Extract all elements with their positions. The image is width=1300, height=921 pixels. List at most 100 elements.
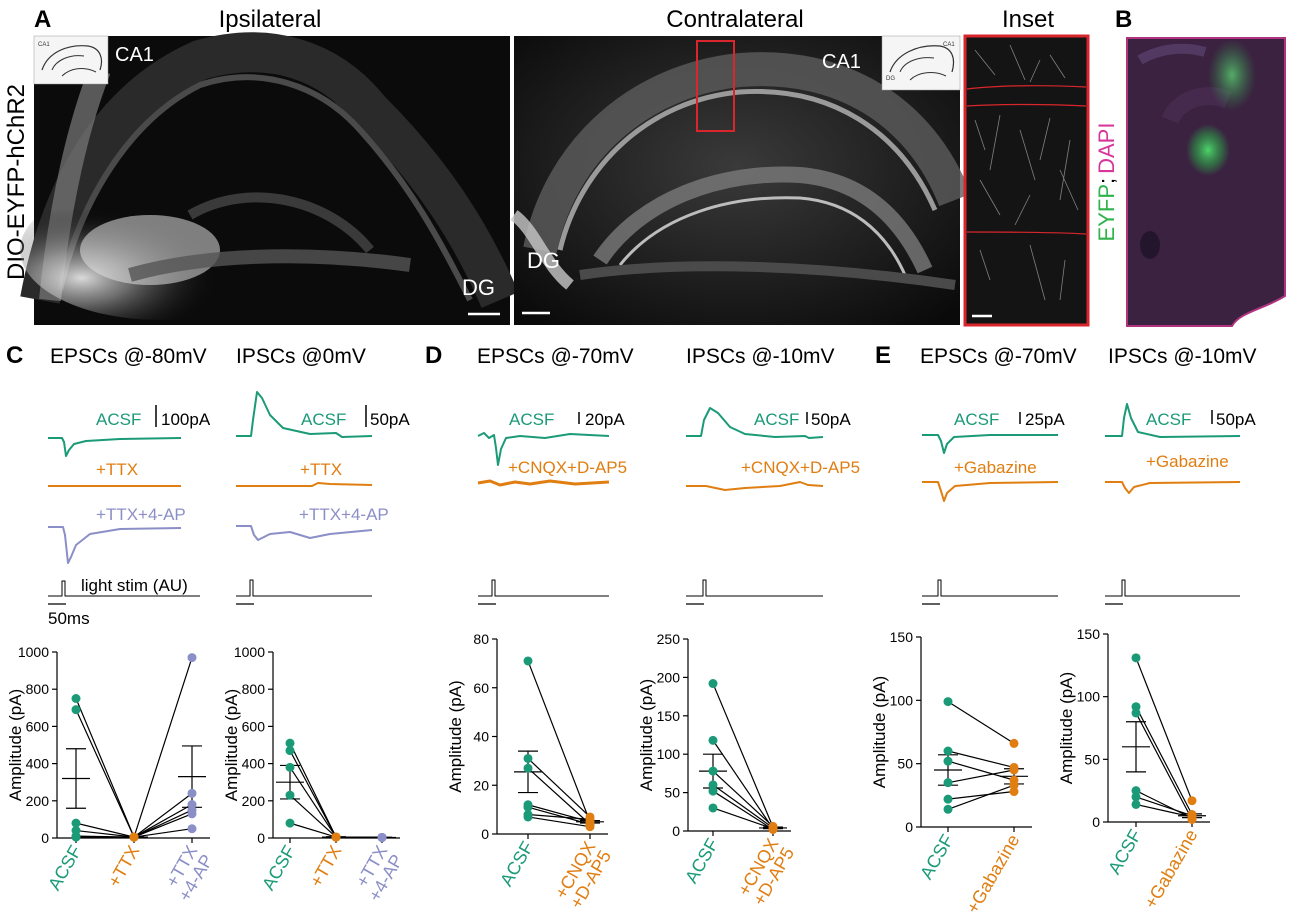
panel-c-heading-ipsc: IPSCs @0mV — [236, 345, 366, 368]
y-tick-label: 200 — [242, 793, 266, 809]
data-point — [585, 814, 595, 824]
pair-line — [1135, 803, 1193, 818]
time-scale-label: 50ms — [48, 609, 90, 628]
y-tick-label: 40 — [473, 729, 489, 745]
traces-e-ipsc — [1105, 403, 1241, 605]
y-tick-label: 1000 — [234, 644, 265, 660]
data-point — [1009, 787, 1019, 797]
data-point — [1187, 812, 1197, 822]
x-category-label: ACSF — [681, 835, 722, 887]
data-point — [187, 805, 197, 815]
d-ipsc-acsf-label: ACSF — [754, 410, 799, 429]
y-tick-label: 50 — [897, 756, 913, 772]
y-tick-label: 0 — [905, 819, 913, 835]
data-point — [943, 697, 953, 707]
e-ipsc-drug-label: +Gabazine — [1146, 452, 1229, 471]
panel-d-letter: D — [425, 342, 442, 369]
d-ipsc-drug-label: +CNQX+D-AP5 — [741, 458, 860, 477]
y-tick-label: 0 — [1092, 814, 1100, 830]
y-tick-label: 600 — [242, 718, 266, 734]
ipsi-ca1-label: CA1 — [115, 44, 154, 66]
pair-line — [527, 813, 591, 820]
pair-line — [527, 816, 591, 828]
data-point — [1131, 786, 1141, 796]
x-category-label-line: ACSF — [44, 842, 85, 894]
traces-d-epsc — [477, 412, 610, 605]
data-point — [1131, 702, 1141, 712]
d-ipsc-scale-label: 50pA — [811, 410, 851, 429]
traces-e-epsc — [922, 412, 1059, 605]
panel-c-heading-epsc: EPSCs @-80mV — [50, 345, 207, 368]
data-point — [71, 818, 81, 828]
pair-line — [947, 701, 1015, 744]
pair-line — [712, 807, 774, 830]
data-point — [1131, 792, 1141, 802]
panel-a-letter: A — [34, 6, 51, 33]
panel-c-letter: C — [6, 342, 23, 369]
y-tick-label: 1000 — [18, 644, 49, 660]
data-point — [71, 832, 81, 842]
d-epsc-acsf-label: ACSF — [509, 410, 554, 429]
dapi-label: DAPI — [1094, 123, 1119, 174]
y-tick-label: 80 — [473, 631, 489, 647]
pair-line — [1135, 712, 1193, 820]
x-category-label-line: ACSF — [1104, 826, 1145, 878]
pair-line — [947, 769, 1015, 784]
pair-line — [527, 804, 591, 823]
y-axis-label: Amplitude (pA) — [222, 689, 241, 801]
y-tick-label: 250 — [657, 631, 681, 647]
data-point — [943, 756, 953, 766]
pair-line — [527, 767, 591, 825]
contralateral-micrograph: CA1 DG CA1 DG — [510, 35, 971, 325]
data-point — [523, 812, 533, 822]
chart-5: 0 50 100 150 Amplitude (pA) ACSF +Gabazine — [870, 629, 1032, 917]
y-tick-label: 100 — [657, 746, 681, 762]
data-point — [129, 832, 139, 842]
pair-line — [712, 740, 774, 830]
y-tick-label: 50 — [664, 785, 680, 801]
y-tick-label: 200 — [26, 793, 50, 809]
c-epsc-ttx-label: +TTX — [96, 460, 138, 479]
pair-line — [289, 742, 383, 839]
data-point — [708, 766, 718, 776]
e-ipsc-acsf-label: ACSF — [1146, 410, 1191, 429]
y-tick-label: 100 — [1077, 689, 1101, 705]
x-category-label-line: +TTX — [104, 842, 144, 891]
data-point — [285, 738, 295, 748]
data-point — [1131, 799, 1141, 809]
data-point — [523, 802, 533, 812]
panelb-micrograph — [1126, 37, 1286, 327]
label-separator: ; — [1094, 178, 1119, 184]
data-point — [1131, 708, 1141, 718]
y-axis-label: Amplitude (pA) — [637, 679, 656, 791]
data-point — [1131, 653, 1141, 663]
pair-line — [289, 750, 383, 839]
pair-line — [712, 790, 774, 830]
y-axis-label: Amplitude (pA) — [446, 680, 465, 792]
pair-line — [75, 698, 193, 839]
data-point — [71, 705, 81, 715]
pair-line — [712, 784, 774, 829]
y-tick-label: 150 — [1077, 626, 1101, 642]
data-point — [285, 818, 295, 828]
mini-ca1-label-2: CA1 — [943, 42, 955, 48]
y-tick-label: 150 — [657, 708, 681, 724]
x-category-label-line: +Gabazine — [962, 831, 1023, 917]
y-tick-label: 60 — [473, 680, 489, 696]
data-point — [523, 656, 533, 666]
y-tick-label: 600 — [26, 718, 50, 734]
data-point — [187, 653, 197, 663]
pair-line — [527, 758, 591, 818]
pair-line — [947, 784, 1015, 810]
traces-d-ipsc — [686, 407, 824, 605]
contra-dg-label: DG — [527, 248, 560, 273]
panel-e-letter: E — [875, 342, 891, 369]
x-category-label-line: +TTX — [306, 842, 346, 891]
contralateral-title: Contralateral — [666, 6, 803, 33]
contra-ca1-label: CA1 — [822, 51, 861, 73]
panel-d-heading-ipsc: IPSCs @-10mV — [686, 345, 835, 368]
pair-line — [712, 683, 774, 828]
x-category-label-line: ACSF — [496, 838, 537, 890]
